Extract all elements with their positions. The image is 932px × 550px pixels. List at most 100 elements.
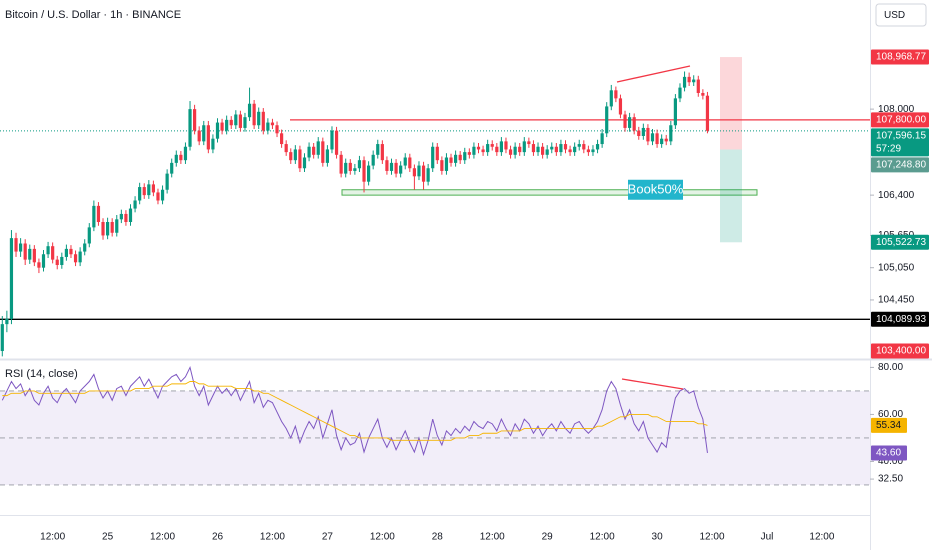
candle-body: [605, 106, 609, 134]
candle-body: [527, 141, 531, 145]
candle-body: [664, 138, 668, 142]
zone-label: Book50%: [628, 182, 684, 197]
price-label: 107,248.80: [876, 160, 926, 171]
candle-body: [380, 144, 384, 161]
rsi-value-box: [871, 417, 907, 433]
candle-body: [101, 222, 105, 236]
candle-body: [421, 165, 426, 182]
candle-body: [426, 168, 430, 182]
candle-body: [312, 146, 316, 155]
candle-body: [321, 141, 325, 163]
y-tick-label: 108,000: [878, 104, 915, 115]
price-label: 105,522.73: [876, 237, 926, 248]
candle-body: [266, 122, 270, 131]
candle-body: [270, 122, 275, 126]
candle-body: [339, 154, 343, 174]
price-label: 103,400.00: [876, 346, 926, 357]
candle-body: [449, 157, 453, 163]
candle-body: [229, 119, 233, 126]
candle-body: [628, 117, 632, 128]
candle-body: [215, 122, 220, 139]
price-label: 107,596.15: [876, 131, 926, 142]
candle-body: [536, 146, 540, 153]
x-tick-label: 29: [542, 532, 554, 543]
candle-body: [385, 160, 389, 171]
rsi-tick-label: 32.50: [878, 474, 903, 485]
candle-body: [376, 144, 380, 155]
price-label-box: [871, 49, 929, 65]
candle-body: [41, 254, 46, 268]
x-tick-label: 25: [102, 532, 114, 543]
trend-line: [616, 65, 691, 83]
currency-label[interactable]: USD: [884, 10, 905, 21]
candle-body: [165, 173, 169, 190]
x-tick-label: 27: [322, 532, 334, 543]
candle-body: [650, 133, 655, 142]
y-tick-label: 104,450: [878, 295, 915, 306]
candle-body: [637, 130, 641, 136]
candle-body: [472, 146, 476, 155]
candle-body: [138, 187, 142, 201]
candle-body: [128, 208, 133, 223]
candle-body: [701, 92, 705, 96]
candle-body: [87, 227, 91, 244]
candle-body: [444, 157, 449, 171]
candle-body: [202, 125, 206, 142]
candle-body: [96, 205, 101, 223]
candle-body: [417, 165, 421, 177]
candle-body: [595, 144, 600, 150]
candle-body: [403, 157, 407, 166]
countdown: 57:29: [876, 144, 901, 155]
candle-body: [151, 184, 155, 193]
rsi-tick-label: 40.00: [878, 456, 903, 467]
x-tick-label: 26: [212, 532, 224, 543]
candle-body: [110, 222, 114, 233]
candle-body: [330, 130, 334, 150]
candle-body: [486, 144, 490, 153]
y-tick-label: 105,050: [878, 262, 915, 273]
candle-body: [142, 187, 146, 196]
candle-body: [591, 149, 595, 153]
labels-layer: 12:00 25 12:00 26 12:00 27 12:00 28 12:00 29 12:00…: [40, 49, 929, 543]
candle-body: [545, 149, 549, 155]
candle-body: [293, 149, 297, 161]
candle-body: [573, 146, 577, 153]
candle-body: [696, 79, 700, 93]
currency-button[interactable]: [875, 3, 927, 27]
x-tick-label: 12:00: [590, 532, 615, 543]
candle-body: [5, 318, 9, 325]
candle-body: [559, 144, 563, 153]
candle-body: [9, 238, 14, 319]
candle-body: [0, 324, 4, 352]
x-tick-label: 30: [652, 532, 664, 543]
candle-body: [170, 162, 174, 174]
candle-body: [156, 192, 160, 201]
rsi-trend-line: [621, 378, 684, 390]
candle-body: [307, 146, 311, 158]
candle-body: [618, 98, 623, 115]
candle-body: [119, 213, 123, 220]
candle-body: [211, 138, 215, 150]
candle-body: [508, 149, 513, 155]
candle-body: [641, 127, 645, 136]
candle-body: [646, 127, 650, 142]
candle-body: [705, 95, 710, 131]
candle-body: [257, 111, 261, 126]
candle-body: [577, 144, 581, 147]
x-tick-label: 28: [432, 532, 444, 543]
rsi-value-box: [871, 445, 907, 461]
candle-body: [193, 109, 197, 131]
candle-body: [55, 259, 59, 266]
candle-body: [275, 125, 279, 134]
candle-body: [531, 144, 536, 153]
candle-body: [632, 117, 636, 131]
candle-body: [563, 144, 568, 150]
candle-body: [568, 149, 572, 153]
candle-body: [669, 125, 673, 142]
candle-body: [394, 162, 398, 174]
candle-body: [655, 133, 659, 145]
price-label-box: [871, 128, 929, 157]
candle-body: [476, 146, 481, 150]
price-label-box: [871, 311, 929, 327]
